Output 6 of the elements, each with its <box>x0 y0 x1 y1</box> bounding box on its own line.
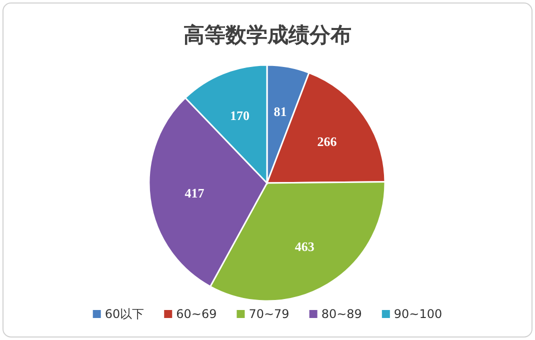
legend-label: 90~100 <box>394 307 442 321</box>
legend-label: 60以下 <box>104 307 144 321</box>
legend-label: 60~69 <box>176 307 217 321</box>
title: 高等数学成绩分布 <box>184 23 352 47</box>
legend-label: 70~79 <box>248 307 290 321</box>
legend-label: 80~89 <box>321 307 362 321</box>
